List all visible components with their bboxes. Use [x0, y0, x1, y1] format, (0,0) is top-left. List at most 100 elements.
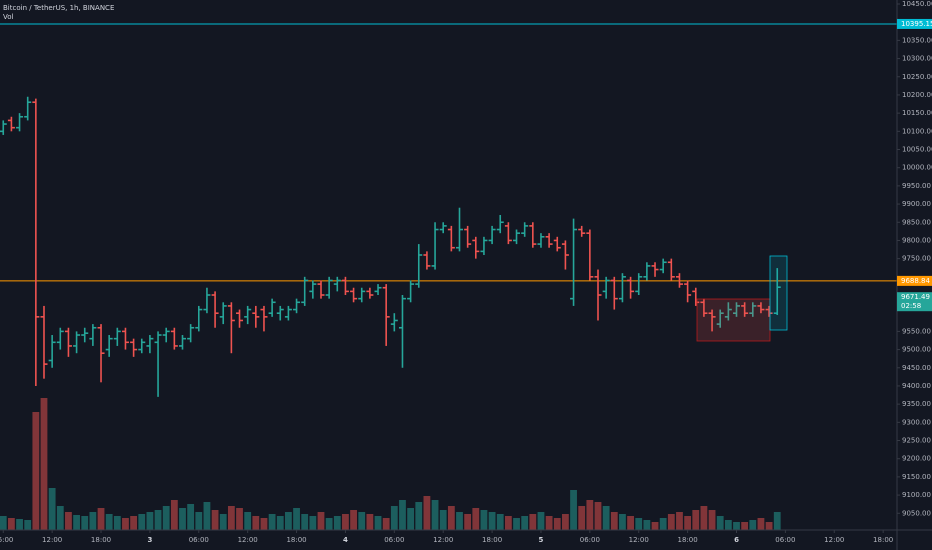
- volume-bar: [203, 502, 211, 530]
- y-tick-label: 9250.00: [902, 437, 931, 445]
- y-tick-label: 10050.00: [902, 146, 932, 154]
- volume-bar: [366, 514, 374, 530]
- x-tick-label: 4: [343, 536, 348, 544]
- y-tick-label: 10450.00: [902, 0, 932, 8]
- volume-bar: [415, 502, 423, 530]
- x-tick-label: 18:00: [91, 536, 111, 544]
- volume-bar: [724, 520, 732, 530]
- y-tick-label: 10250.00: [902, 73, 932, 81]
- volume-bar: [24, 520, 32, 530]
- volume-bar: [757, 518, 765, 530]
- y-tick-label: 9050.00: [902, 509, 931, 517]
- y-tick-label: 9350.00: [902, 400, 931, 408]
- volume-bar: [586, 500, 594, 530]
- volume-bar: [56, 506, 64, 530]
- volume-bar: [8, 518, 15, 530]
- volume-bar: [643, 520, 651, 530]
- volume-bar: [276, 516, 284, 530]
- drawn-box: [769, 255, 788, 331]
- volume-bar: [610, 512, 618, 530]
- volume-bar: [529, 514, 537, 530]
- volume-label: Vol: [3, 13, 14, 21]
- y-tick-label: 9300.00: [902, 418, 931, 426]
- volume-bar: [317, 512, 325, 530]
- volume-bar: [170, 500, 178, 530]
- volume-bar: [700, 506, 708, 530]
- y-tick-label: 10150.00: [902, 109, 932, 117]
- volume-bar: [244, 512, 252, 530]
- current-price-label: 9671.49: [901, 293, 930, 301]
- volume-bar: [716, 516, 724, 530]
- y-tick-label: 9150.00: [902, 473, 931, 481]
- volume-bar: [464, 514, 472, 530]
- volume-bar: [545, 516, 553, 530]
- volume-bar: [472, 508, 480, 530]
- volume-bar: [154, 510, 162, 530]
- volume-bar: [382, 518, 390, 530]
- y-tick-label: 10200.00: [902, 91, 932, 99]
- current-price-box: [897, 292, 932, 312]
- y-tick-label: 9850.00: [902, 218, 931, 226]
- volume-bar: [741, 522, 749, 530]
- volume-bar: [32, 412, 40, 530]
- volume-bar: [293, 508, 300, 530]
- volume-bar: [635, 518, 643, 530]
- volume-bar: [399, 500, 406, 530]
- volume-bar: [122, 518, 129, 530]
- volume-bar: [667, 514, 675, 530]
- volume-bar: [390, 506, 398, 530]
- y-tick-label: 10350.00: [902, 36, 932, 44]
- x-tick-label: 06:00: [0, 536, 13, 544]
- y-tick-label: 9800.00: [902, 236, 931, 244]
- volume-bar: [146, 512, 154, 530]
- volume-bar: [130, 516, 138, 530]
- x-tick-label: 12:00: [629, 536, 649, 544]
- volume-bar: [48, 488, 56, 530]
- volume-bar: [439, 510, 447, 530]
- volume-bar: [65, 512, 72, 530]
- volume-bar: [219, 514, 227, 530]
- x-tick-label: 18:00: [286, 536, 306, 544]
- volume-bar: [456, 512, 463, 530]
- y-tick-label: 9500.00: [902, 346, 931, 354]
- volume-bar: [553, 518, 561, 530]
- volume-bar: [81, 516, 89, 530]
- volume-bar: [627, 516, 634, 530]
- x-tick-label: 18:00: [873, 536, 893, 544]
- volume-bar: [594, 502, 602, 530]
- x-tick-label: 06:00: [775, 536, 795, 544]
- volume-bar: [749, 520, 757, 530]
- volume-bar: [113, 516, 121, 530]
- volume-bar: [309, 516, 317, 530]
- volume-bar: [431, 500, 439, 530]
- volume-bar: [480, 510, 488, 530]
- volume-bar: [773, 512, 781, 530]
- volume-bar: [447, 506, 455, 530]
- x-tick-label: 06:00: [384, 536, 404, 544]
- x-tick-label: 06:00: [580, 536, 600, 544]
- y-tick-label: 10000.00: [902, 164, 932, 172]
- volume-bar: [97, 508, 105, 530]
- volume-bar: [423, 496, 431, 530]
- volume-bar: [301, 514, 309, 530]
- volume-bar: [162, 506, 170, 530]
- volume-bar: [16, 519, 23, 530]
- y-tick-label: 9950.00: [902, 182, 931, 190]
- volume-bar: [227, 506, 235, 530]
- x-tick-label: 5: [539, 536, 544, 544]
- volume-bar: [350, 510, 357, 530]
- y-tick-label: 10300.00: [902, 55, 932, 63]
- y-tick-label: 9900.00: [902, 200, 931, 208]
- volume-bar: [105, 514, 113, 530]
- volume-bar: [676, 512, 683, 530]
- price-label: 10395.15: [901, 20, 932, 28]
- volume-bar: [285, 512, 292, 530]
- volume-bar: [342, 514, 349, 530]
- volume-bar: [733, 522, 740, 530]
- y-tick-label: 10100.00: [902, 127, 932, 135]
- volume-bar: [496, 514, 504, 530]
- price-label-box: [897, 275, 932, 286]
- x-tick-label: 06:00: [189, 536, 209, 544]
